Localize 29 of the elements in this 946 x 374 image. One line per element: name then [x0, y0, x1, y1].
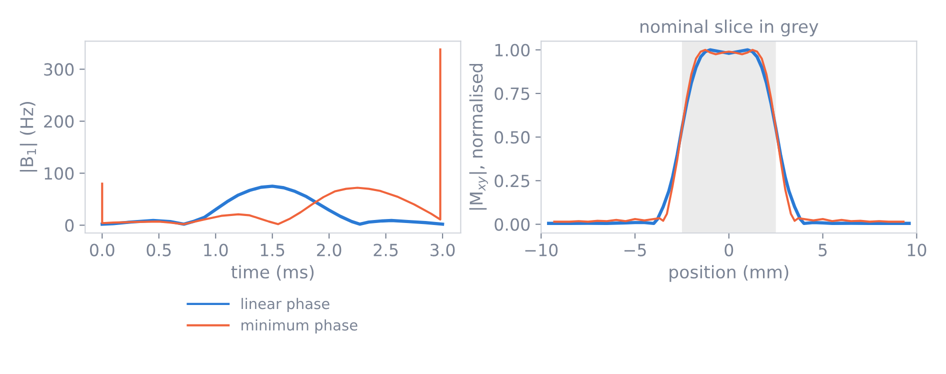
x-axis-title: time (ms) — [231, 265, 314, 281]
x-tick-label: −10 — [525, 244, 558, 256]
x-axis-title: position (mm) — [670, 265, 788, 282]
x-tick-label: −5 — [624, 244, 646, 256]
x-tick-label: 1.0 — [204, 244, 228, 256]
line-series — [101, 48, 442, 226]
x-tick-label: 0.5 — [146, 244, 171, 256]
x-tick-label: 10 — [908, 244, 926, 256]
y-tick-label: 1.00 — [495, 44, 530, 56]
legend-label: linear phase — [242, 298, 330, 312]
y-tick-label: 0.75 — [494, 87, 530, 100]
x-tick-label: 2.5 — [374, 244, 398, 256]
y-tick-label: 0.25 — [494, 174, 530, 188]
x-tick-label: 2.0 — [317, 244, 342, 256]
y-axis-title: |M$_{xy}$|, normalised — [469, 64, 488, 210]
x-tick-label: 3.0 — [430, 244, 455, 256]
x-tick-label: 0 — [724, 244, 734, 256]
y-tick-label: 300 — [44, 63, 74, 76]
y-tick-label: 100 — [44, 167, 74, 180]
x-tick-label: 0.0 — [90, 244, 114, 256]
chart-title: nominal slice in grey — [640, 20, 818, 36]
x-tick-label: 1.5 — [260, 244, 284, 256]
y-axis-title: |B$_{1}$| (Hz) — [20, 102, 38, 172]
legend-label: minimum phase — [242, 319, 358, 334]
y-tick-label: 0.00 — [494, 218, 530, 231]
y-tick-label: 0.50 — [494, 131, 530, 144]
y-tick-label: 0 — [65, 219, 74, 232]
x-tick-label: 5 — [818, 244, 827, 256]
y-tick-label: 200 — [44, 115, 74, 128]
